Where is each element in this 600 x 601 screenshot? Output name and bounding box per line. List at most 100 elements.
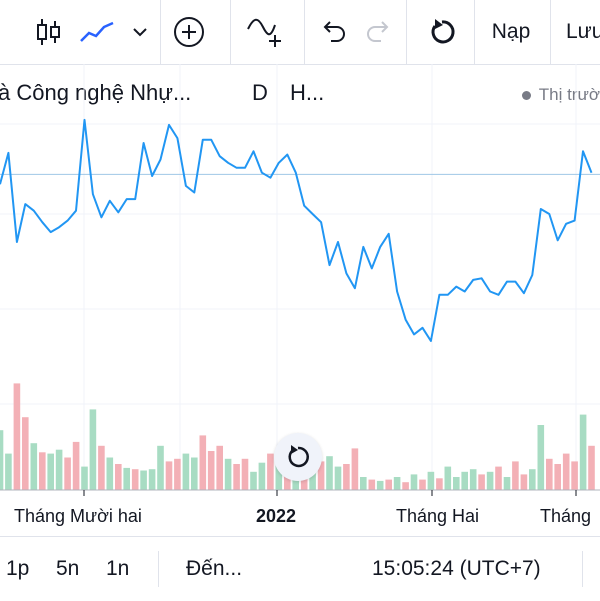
volume-bar: [72, 441, 80, 490]
volume-bar: [64, 457, 71, 490]
volume-bar: [267, 453, 274, 490]
volume-bar: [22, 417, 29, 490]
volume-bar: [495, 466, 502, 490]
x-tick-label: Tháng Hai: [396, 506, 480, 526]
range-button-1p[interactable]: 1p: [6, 557, 30, 580]
volume-bar: [148, 469, 156, 490]
volume-bar: [436, 478, 443, 490]
save-button[interactable]: Lưu: [566, 20, 600, 43]
time-axis-ticks: [83, 490, 577, 496]
volume-bar: [224, 458, 232, 490]
volume-bar: [529, 469, 536, 490]
reset-icon: [288, 445, 309, 468]
market-status: Thị trườ: [521, 85, 600, 105]
chevron-down-icon[interactable]: [126, 0, 154, 64]
volume-bar: [140, 470, 147, 490]
volume-bar: [444, 466, 452, 490]
volume-bar: [453, 477, 460, 490]
volume-bar: [131, 469, 139, 490]
volume-bar: [546, 458, 553, 490]
volume-bar: [461, 471, 468, 490]
volume-bar: [326, 456, 333, 490]
volume-bar: [241, 458, 249, 490]
volume-bar: [55, 449, 63, 490]
add-indicator-icon[interactable]: [168, 0, 210, 64]
volume-bar: [427, 471, 435, 490]
clock-timezone[interactable]: 15:05:24 (UTC+7): [372, 557, 541, 580]
toolbar-divider: [582, 551, 583, 587]
volume-bar: [191, 457, 198, 490]
volume-bar: [89, 409, 97, 490]
candlestick-icon[interactable]: [28, 0, 68, 64]
range-button-5n[interactable]: 5n: [56, 557, 80, 580]
volume-bar: [258, 462, 266, 490]
volume-bar: [317, 461, 325, 490]
volume-bar: [275, 460, 283, 490]
volume-bar: [393, 477, 401, 490]
price-line-series: [0, 118, 593, 342]
x-tick-label: 2022: [256, 506, 297, 526]
market-status-label: Thị trườ: [538, 85, 600, 104]
volume-bar: [520, 474, 528, 490]
volume-bar: [47, 453, 54, 490]
interval-label[interactable]: D: [252, 80, 268, 105]
volume-bar: [419, 479, 426, 490]
volume-bar: [0, 430, 4, 490]
compare-add-icon[interactable]: [240, 0, 288, 64]
refresh-button[interactable]: Nạp: [491, 20, 531, 43]
redo-icon[interactable]: [360, 0, 398, 64]
volume-bar: [30, 443, 38, 490]
volume-bar: [115, 464, 122, 490]
volume-bar: [351, 448, 359, 490]
volume-bar: [410, 474, 418, 490]
volume-bar: [554, 464, 561, 490]
goto-date-button[interactable]: Đến...: [186, 557, 243, 580]
volume-bar: [486, 471, 494, 490]
reload-icon[interactable]: [420, 0, 464, 64]
toolbar-divider: [230, 0, 231, 64]
x-tick-label: Tháng: [540, 506, 592, 526]
volume-bar: [469, 469, 477, 490]
volume-bar: [165, 461, 173, 490]
volume-bar: [250, 471, 257, 490]
volume-bar: [537, 425, 545, 490]
volume-bar: [123, 467, 130, 490]
volume-bar: [334, 466, 342, 490]
line-chart-icon[interactable]: [76, 0, 118, 64]
volume-bar: [588, 445, 595, 490]
toolbar-divider: [160, 0, 161, 64]
volume-bar: [106, 457, 114, 490]
volume-bar: [478, 474, 485, 490]
volume-bar: [512, 461, 519, 490]
volume-bar: [157, 445, 164, 490]
x-tick-label: Tháng Mười hai: [14, 506, 142, 526]
volume-bar: [199, 435, 207, 490]
volume-bar: [207, 451, 215, 490]
volume-bar: [39, 452, 46, 490]
toolbar-divider: [304, 0, 305, 64]
volume-bar: [385, 479, 392, 490]
volume-bar: [98, 445, 105, 490]
symbol-name[interactable]: à Công nghệ Nhự...: [0, 80, 192, 105]
undo-icon[interactable]: [314, 0, 352, 64]
volume-bar: [13, 383, 21, 490]
exchange-label[interactable]: H...: [290, 80, 325, 105]
volume-bar: [182, 453, 190, 490]
bottom-toolbar: 1p 5n 1n Đến... 15:05:24 (UTC+7): [0, 536, 600, 601]
range-button-1n[interactable]: 1n: [106, 557, 130, 580]
volume-bar: [562, 453, 570, 490]
volume-bar: [376, 480, 384, 490]
volume-bar: [233, 464, 240, 490]
toolbar-divider: [158, 551, 159, 587]
volume-bar: [579, 414, 587, 490]
chart-legend: à Công nghệ Nhự... D H... Thị trườ: [0, 76, 600, 112]
volume-bar: [503, 477, 511, 490]
volume-bar: [81, 466, 88, 490]
volume-bar: [571, 461, 578, 490]
volume-bar: [5, 453, 12, 490]
status-dot-icon: [521, 90, 531, 100]
reset-chart-button[interactable]: [274, 433, 322, 481]
toolbar-divider: [406, 0, 407, 64]
top-toolbar: Nạp Lưu: [0, 0, 600, 65]
volume-bar: [343, 464, 350, 490]
